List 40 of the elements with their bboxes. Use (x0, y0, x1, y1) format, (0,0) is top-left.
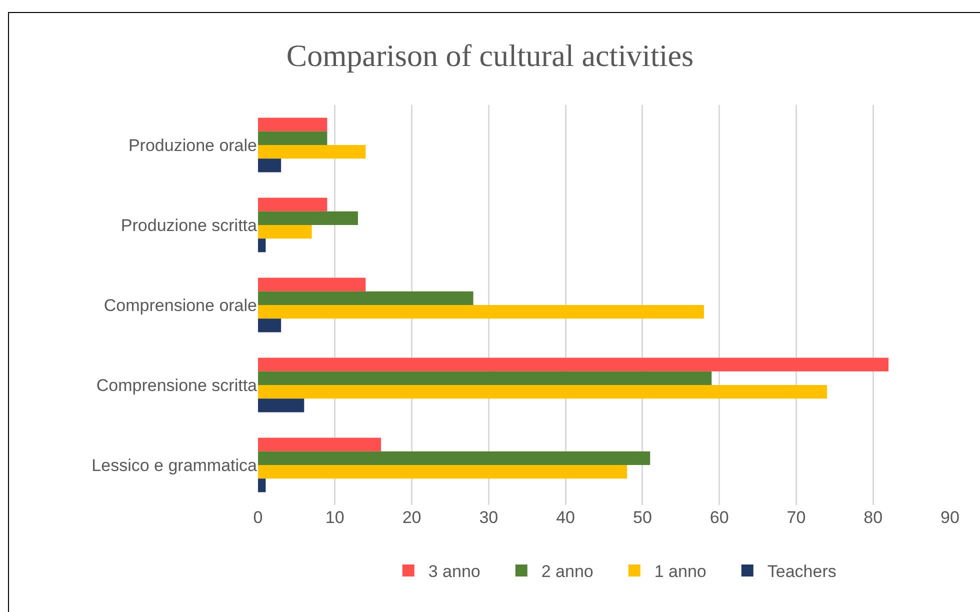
bar (258, 398, 304, 412)
bar (258, 451, 650, 465)
legend-label: 3 anno (428, 562, 480, 582)
x-tick-label: 50 (632, 508, 652, 527)
x-tick-label: 40 (556, 508, 576, 527)
y-tick-label: Produzione scritta (120, 216, 258, 235)
x-tick-label: 70 (786, 508, 806, 527)
bar (258, 318, 282, 332)
bar (258, 358, 888, 372)
bar (258, 291, 474, 305)
bar (258, 131, 328, 145)
y-tick-label: Comprensione orale (104, 296, 257, 315)
bar (258, 478, 266, 492)
bar (258, 238, 266, 252)
x-tick-label: 30 (479, 508, 498, 527)
bar (258, 158, 282, 172)
y-tick-label: Comprensione scritta (96, 376, 258, 395)
legend-label: Teachers (767, 562, 836, 582)
bar (258, 118, 328, 132)
y-tick-label: Lessico e grammatica (92, 456, 258, 475)
legend-label: 2 anno (541, 562, 594, 582)
bar (258, 385, 827, 399)
x-tick-label: 60 (710, 508, 729, 527)
bar (258, 211, 358, 225)
bar (258, 198, 328, 212)
bar (258, 438, 382, 452)
bar (258, 465, 628, 479)
bar (258, 371, 712, 385)
x-tick-label: 10 (325, 508, 344, 527)
x-tick-label: 20 (402, 508, 422, 527)
bar (258, 225, 312, 239)
bar (258, 145, 366, 159)
bar (258, 278, 366, 292)
chart-title: Comparison of cultural activities (286, 38, 694, 73)
x-tick-label: 80 (864, 508, 883, 527)
y-tick-label: Produzione orale (128, 136, 257, 155)
bar (258, 305, 704, 319)
legend-label: 1 anno (654, 562, 706, 582)
x-tick-label: 90 (940, 508, 960, 527)
x-tick-label: 0 (253, 508, 263, 527)
